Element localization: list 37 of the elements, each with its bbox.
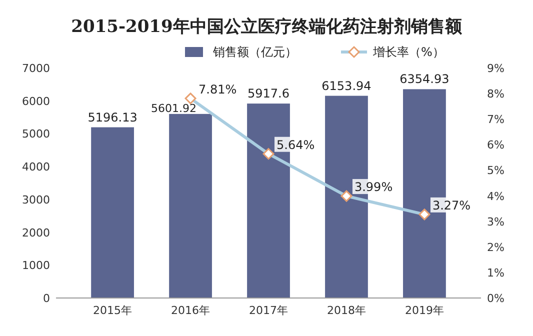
data-label: 5917.6	[248, 86, 290, 101]
y2-tick-label: 1%	[487, 266, 504, 280]
y-tick-label: 1000	[22, 259, 50, 272]
y-tick-label: 3000	[22, 193, 50, 206]
y-tick-label: 0	[43, 292, 50, 305]
y2-tick-label: 9%	[487, 62, 504, 75]
data-label: 5.64%	[276, 138, 315, 152]
data-label: 3.99%	[354, 180, 393, 194]
legend-label: 销售额（亿元）	[212, 45, 297, 59]
x-tick-label: 2016年	[171, 304, 210, 317]
y2-tick-label: 4%	[487, 190, 504, 203]
y2-tick-label: 2%	[487, 240, 504, 254]
y-tick-label: 2000	[22, 226, 50, 240]
y2-tick-label: 5%	[487, 164, 504, 178]
y-tick-label: 5000	[22, 128, 50, 141]
data-label: 6354.93	[400, 72, 450, 86]
data-label: 3.27%	[432, 198, 471, 212]
y-tick-label: 4000	[22, 160, 50, 174]
y2-tick-label: 7%	[487, 113, 504, 126]
x-tick-label: 2015年	[93, 304, 132, 317]
y2-tick-label: 8%	[487, 88, 504, 101]
y2-tick-label: 6%	[487, 138, 504, 152]
bar	[169, 114, 212, 298]
data-label: 5601.92	[151, 102, 197, 115]
y-tick-label: 7000	[22, 62, 50, 75]
chart-title: 2015-2019年中国公立医疗终端化药注射剂销售额	[71, 17, 463, 37]
x-tick-label: 2017年	[249, 304, 288, 317]
bar	[91, 127, 134, 298]
y2-tick-label: 0%	[487, 292, 504, 305]
y2-tick-label: 3%	[487, 215, 504, 228]
legend-label: 增长率（%）	[372, 45, 444, 59]
x-tick-label: 2018年	[326, 304, 366, 317]
y-tick-label: 6000	[22, 94, 50, 108]
data-label: 6153.94	[322, 78, 372, 93]
data-label: 7.81%	[198, 82, 237, 96]
data-label: 5196.13	[88, 110, 138, 124]
x-tick-label: 2019年	[404, 304, 444, 317]
